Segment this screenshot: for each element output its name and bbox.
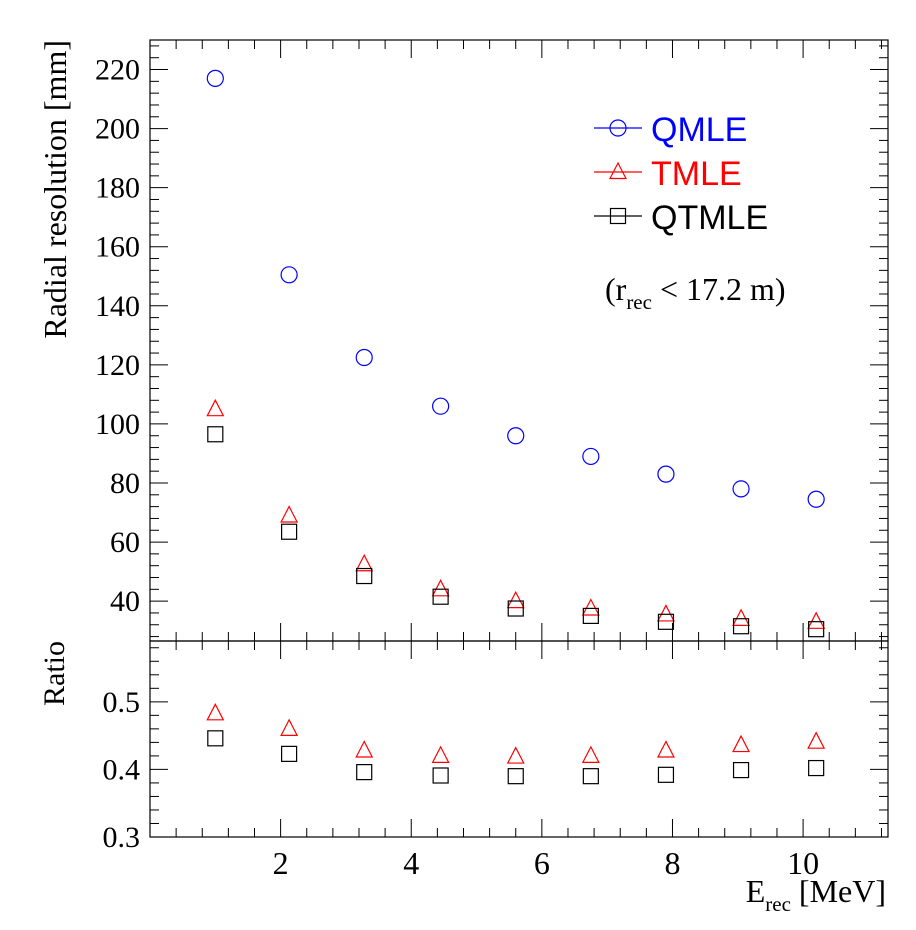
ratio-point xyxy=(281,745,298,762)
top-y-tick-label: 140 xyxy=(95,290,140,323)
QTMLE-point xyxy=(732,618,750,635)
legend-marker-QMLE xyxy=(609,119,627,137)
ratio-series-1 xyxy=(207,730,825,785)
axis-labels: (rrec < 17.2 m)Radial resolution [mm]Rat… xyxy=(37,40,886,916)
x-axis-label-main: E xyxy=(746,873,766,909)
legend-marker-QTMLE xyxy=(609,207,627,225)
TMLE-point xyxy=(280,505,299,523)
resolution-panel: 40 60 80 100 120 140 160 180 200 220 xyxy=(95,39,889,642)
top-y-tick-label: 160 xyxy=(95,231,140,264)
top-frame xyxy=(149,39,889,642)
legend-label-TMLE: TMLE xyxy=(651,155,742,193)
QMLE-point xyxy=(355,348,373,367)
ratio-point xyxy=(280,718,299,736)
ratio-point xyxy=(808,759,825,777)
QMLE-point xyxy=(582,447,600,466)
ratio-point xyxy=(581,745,600,763)
TMLE-point xyxy=(355,553,374,572)
QMLE-point xyxy=(206,69,224,87)
ratio-point xyxy=(432,767,449,784)
top-y-tick-label: 80 xyxy=(110,467,140,500)
series-TMLE xyxy=(206,398,826,629)
ratio-point xyxy=(657,766,675,783)
bottom-frame xyxy=(149,640,889,838)
series-QTMLE xyxy=(207,426,825,638)
TMLE-point xyxy=(732,608,751,626)
TMLE-point xyxy=(431,579,450,597)
ratio-point xyxy=(355,740,374,758)
top-y-tick-label: 220 xyxy=(95,54,140,87)
TMLE-point xyxy=(807,611,826,629)
x-axis-label: Erec [MeV] xyxy=(746,873,886,916)
legend-marker-TMLE xyxy=(609,161,627,180)
bottom-x-tick-label: 10 xyxy=(787,845,819,881)
QTMLE-point xyxy=(281,523,298,540)
top-y-tick-label: 60 xyxy=(110,526,140,559)
top-y-tick-label: 100 xyxy=(95,408,140,441)
bottom-y-tick-label: 0.5 xyxy=(103,686,141,719)
QMLE-point xyxy=(507,427,525,445)
ratio-point xyxy=(506,746,525,764)
TMLE-point xyxy=(206,398,225,417)
QTMLE-point xyxy=(432,588,449,605)
bottom-x-tick-label: 8 xyxy=(664,845,680,881)
ratio-point xyxy=(656,740,675,758)
top-y-tick-label: 200 xyxy=(95,113,140,146)
ratio-point xyxy=(732,761,750,779)
range-annotation-rest: < 17.2 m) xyxy=(652,271,786,307)
bottom-y-tick-label: 0.4 xyxy=(103,753,141,786)
QTMLE-point xyxy=(582,607,599,624)
QTMLE-point xyxy=(356,567,373,585)
y-axis-label: Radial resolution [mm] xyxy=(37,40,73,339)
bottom-x-tick-label: 4 xyxy=(403,845,419,881)
series-QMLE xyxy=(206,69,825,508)
bottom-y-tick-label: 0.3 xyxy=(103,821,141,854)
QMLE-point xyxy=(732,480,750,498)
ratio-point xyxy=(582,768,599,785)
legend: QMLE TMLE QTMLE xyxy=(594,111,768,237)
range-annotation: (rrec < 17.2 m) xyxy=(605,271,786,314)
QTMLE-point xyxy=(507,600,524,617)
TMLE-point xyxy=(506,590,525,609)
QTMLE-point xyxy=(657,613,675,630)
ratio-point xyxy=(356,764,373,781)
ratio-point xyxy=(431,745,450,763)
range-annotation-main: (r xyxy=(605,271,627,307)
QMLE-point xyxy=(432,397,450,415)
TMLE-point xyxy=(656,604,675,622)
legend-label-QTMLE: QTMLE xyxy=(651,199,768,237)
ratio-point xyxy=(206,703,225,721)
range-annotation-subscript: rec xyxy=(626,290,652,314)
QTMLE-point xyxy=(808,621,825,638)
QMLE-point xyxy=(807,490,825,508)
QTMLE-point xyxy=(207,426,224,443)
top-y-tick-label: 180 xyxy=(95,172,140,205)
x-axis-label-subscript: rec xyxy=(765,892,791,916)
bottom-x-tick-label: 2 xyxy=(273,845,289,881)
legend-label-QMLE: QMLE xyxy=(651,111,747,149)
ratio-point xyxy=(507,768,524,785)
ratio-point xyxy=(732,734,751,753)
QMLE-point xyxy=(657,465,675,483)
TMLE-point xyxy=(581,598,600,616)
bottom-x-tick-label: 6 xyxy=(534,845,550,881)
ratio-point xyxy=(807,731,826,749)
ratio-panel: 2 4 6 8 10 0.3 0.4 0.5 xyxy=(103,640,889,881)
x-axis-label-rest: [MeV] xyxy=(791,873,886,909)
top-y-tick-label: 40 xyxy=(110,585,140,618)
ratio-series-0 xyxy=(206,703,826,764)
QMLE-point xyxy=(280,266,298,284)
ratio-point xyxy=(207,730,224,747)
top-y-tick-label: 120 xyxy=(95,349,140,382)
ratio-axis-label: Ratio xyxy=(38,641,71,706)
